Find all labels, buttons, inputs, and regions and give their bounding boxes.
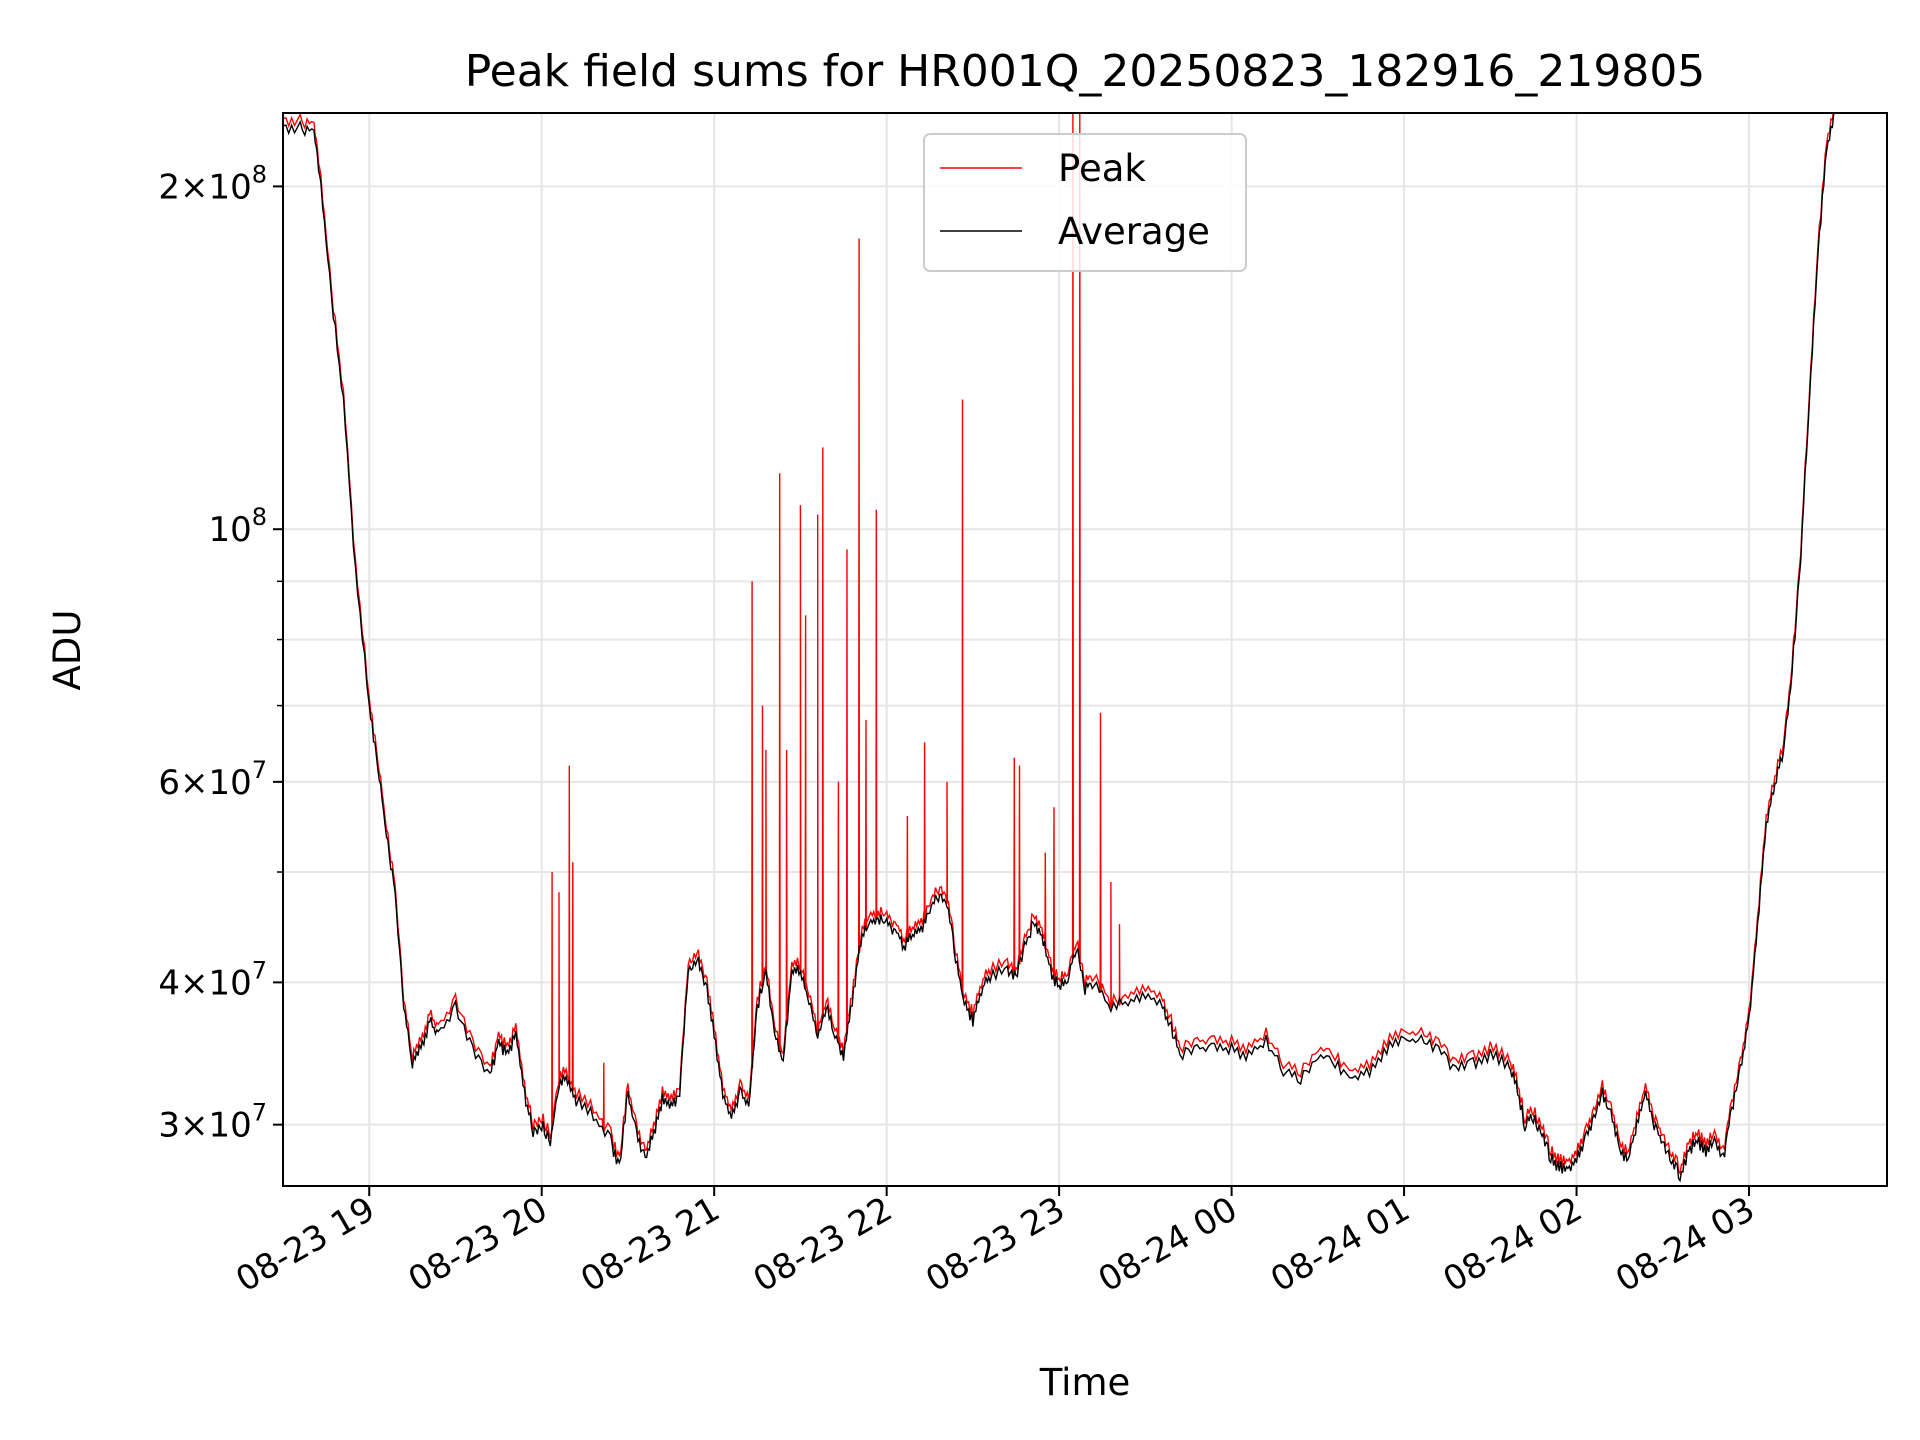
y-tick-label: 3×107 bbox=[158, 1099, 267, 1146]
y-tick-label: 108 bbox=[208, 503, 267, 550]
legend-peak-label: Peak bbox=[1058, 147, 1146, 190]
series-average-line bbox=[283, 113, 1836, 1183]
legend-average-label: Average bbox=[1058, 210, 1210, 253]
series-layer bbox=[283, 113, 1836, 1183]
plot-frame bbox=[282, 112, 1888, 1187]
y-tick-label: 2×108 bbox=[158, 160, 267, 207]
chart-title: Peak field sums for HR001Q_20250823_1829… bbox=[465, 46, 1706, 97]
series-peak-line bbox=[283, 113, 1834, 1176]
y-tick-label: 4×107 bbox=[158, 956, 267, 1003]
y-tick-label: 6×107 bbox=[158, 756, 267, 803]
x-axis-label: Time bbox=[1039, 1361, 1131, 1404]
legend: Peak Average bbox=[923, 133, 1247, 272]
y-axis-label: ADU bbox=[46, 610, 89, 691]
